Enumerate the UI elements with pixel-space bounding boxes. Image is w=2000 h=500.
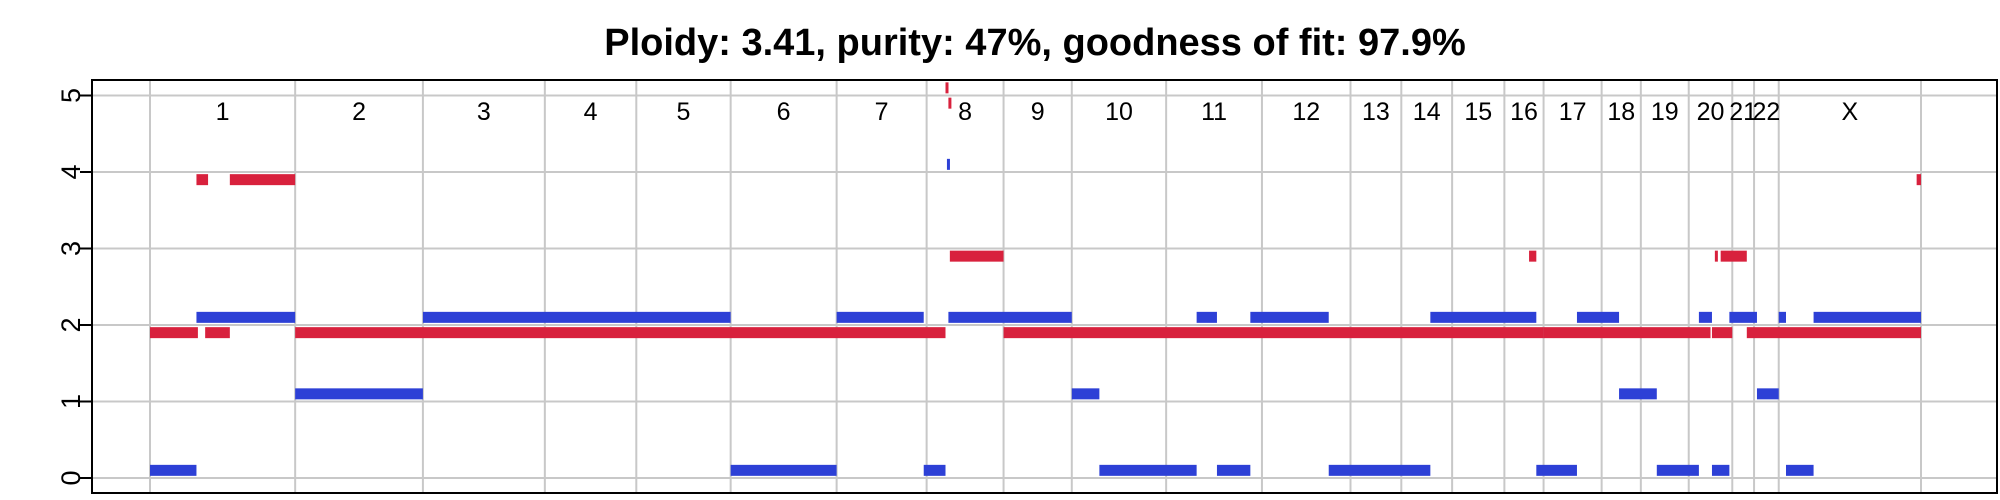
y-tick-label: 2 xyxy=(56,317,86,332)
major-copy-number-segment xyxy=(1720,250,1747,262)
chromosome-label: 11 xyxy=(1201,98,1227,126)
minor-copy-number-segment xyxy=(730,464,837,476)
minor-copy-number-segment xyxy=(923,464,946,476)
major-copy-number-segment xyxy=(949,250,1004,262)
major-copy-number-segment xyxy=(229,174,296,186)
chromosome-label: 22 xyxy=(1752,98,1780,126)
minor-copy-number-segment xyxy=(1756,388,1779,400)
major-copy-number-segment xyxy=(295,327,946,339)
minor-copy-number-segment xyxy=(1430,311,1537,323)
minor-copy-number-segment xyxy=(150,464,197,476)
minor-copy-number-segment xyxy=(1785,464,1814,476)
minor-copy-number-segment xyxy=(295,388,423,400)
major-copy-number-segment xyxy=(1543,327,1711,339)
major-copy-number-segment xyxy=(1916,174,1921,186)
major-copy-number-segment xyxy=(1714,250,1718,262)
copy-number-segments xyxy=(150,82,1921,476)
chromosome-label: X xyxy=(1842,98,1859,126)
y-tick-label: 3 xyxy=(56,241,86,256)
chromosome-label: 15 xyxy=(1464,98,1492,126)
chromosome-label: 2 xyxy=(352,98,366,126)
y-axis: 0 1 2 3 4 5 xyxy=(56,88,92,486)
major-copy-number-segment xyxy=(205,327,230,339)
chromosome-label: 19 xyxy=(1651,98,1679,126)
minor-copy-number-segment xyxy=(1216,464,1251,476)
minor-copy-number-segment xyxy=(1656,464,1699,476)
minor-copy-number-segment xyxy=(1576,311,1620,323)
minor-copy-number-segment xyxy=(1729,311,1757,323)
major-copy-number-segment xyxy=(196,174,209,186)
minor-copy-number-segment xyxy=(1536,464,1577,476)
chromosome-label: 3 xyxy=(477,98,491,126)
minor-copy-number-segment xyxy=(1813,311,1921,323)
chromosome-label: 13 xyxy=(1362,98,1390,126)
major-copy-number-segment xyxy=(948,97,952,109)
minor-copy-number-segment xyxy=(1778,311,1786,323)
minor-copy-number-segment xyxy=(1698,311,1712,323)
y-tick-label: 0 xyxy=(56,470,86,485)
major-copy-number-segment xyxy=(150,327,198,339)
plot-frame xyxy=(91,79,1998,494)
chromosome-label: 6 xyxy=(777,98,791,126)
chromosome-label: 18 xyxy=(1607,98,1635,126)
chromosome-label: 9 xyxy=(1031,98,1045,126)
major-copy-number-segment xyxy=(945,82,949,94)
y-tick-label: 1 xyxy=(56,394,86,409)
minor-copy-number-segment xyxy=(1250,311,1329,323)
minor-copy-number-segment xyxy=(1328,464,1431,476)
chromosome-label: 10 xyxy=(1105,98,1133,126)
major-copy-number-segment xyxy=(1003,327,1544,339)
minor-copy-number-segment xyxy=(196,311,296,323)
major-copy-number-segment xyxy=(1746,327,1921,339)
chromosome-label: 1 xyxy=(216,98,230,126)
chromosome-label: 14 xyxy=(1413,98,1441,126)
chromosome-label: 12 xyxy=(1292,98,1320,126)
minor-copy-number-segment xyxy=(948,311,1072,323)
y-tick-label: 4 xyxy=(56,164,86,179)
chromosome-label: 8 xyxy=(958,98,972,126)
minor-copy-number-segment xyxy=(946,158,950,170)
major-copy-number-segment xyxy=(1711,327,1733,339)
chromosome-label: 17 xyxy=(1559,98,1587,126)
grid-lines xyxy=(92,80,1997,493)
chromosome-label: 20 xyxy=(1697,98,1725,126)
major-copy-number-segment xyxy=(1529,250,1537,262)
chromosome-label: 4 xyxy=(584,98,598,126)
chart-title: Ploidy: 3.41, purity: 47%, goodness of f… xyxy=(604,22,1466,64)
chromosome-label: 21 xyxy=(1729,98,1757,126)
minor-copy-number-segment xyxy=(1071,388,1100,400)
minor-copy-number-segment xyxy=(836,311,924,323)
minor-copy-number-segment xyxy=(422,311,731,323)
y-tick-label: 5 xyxy=(56,88,86,103)
chromosome-label: 5 xyxy=(677,98,691,126)
minor-copy-number-segment xyxy=(1619,388,1657,400)
chromosome-label: 16 xyxy=(1510,98,1538,126)
minor-copy-number-segment xyxy=(1711,464,1730,476)
chromosome-label: 7 xyxy=(875,98,889,126)
minor-copy-number-segment xyxy=(1099,464,1197,476)
minor-copy-number-segment xyxy=(1196,311,1217,323)
